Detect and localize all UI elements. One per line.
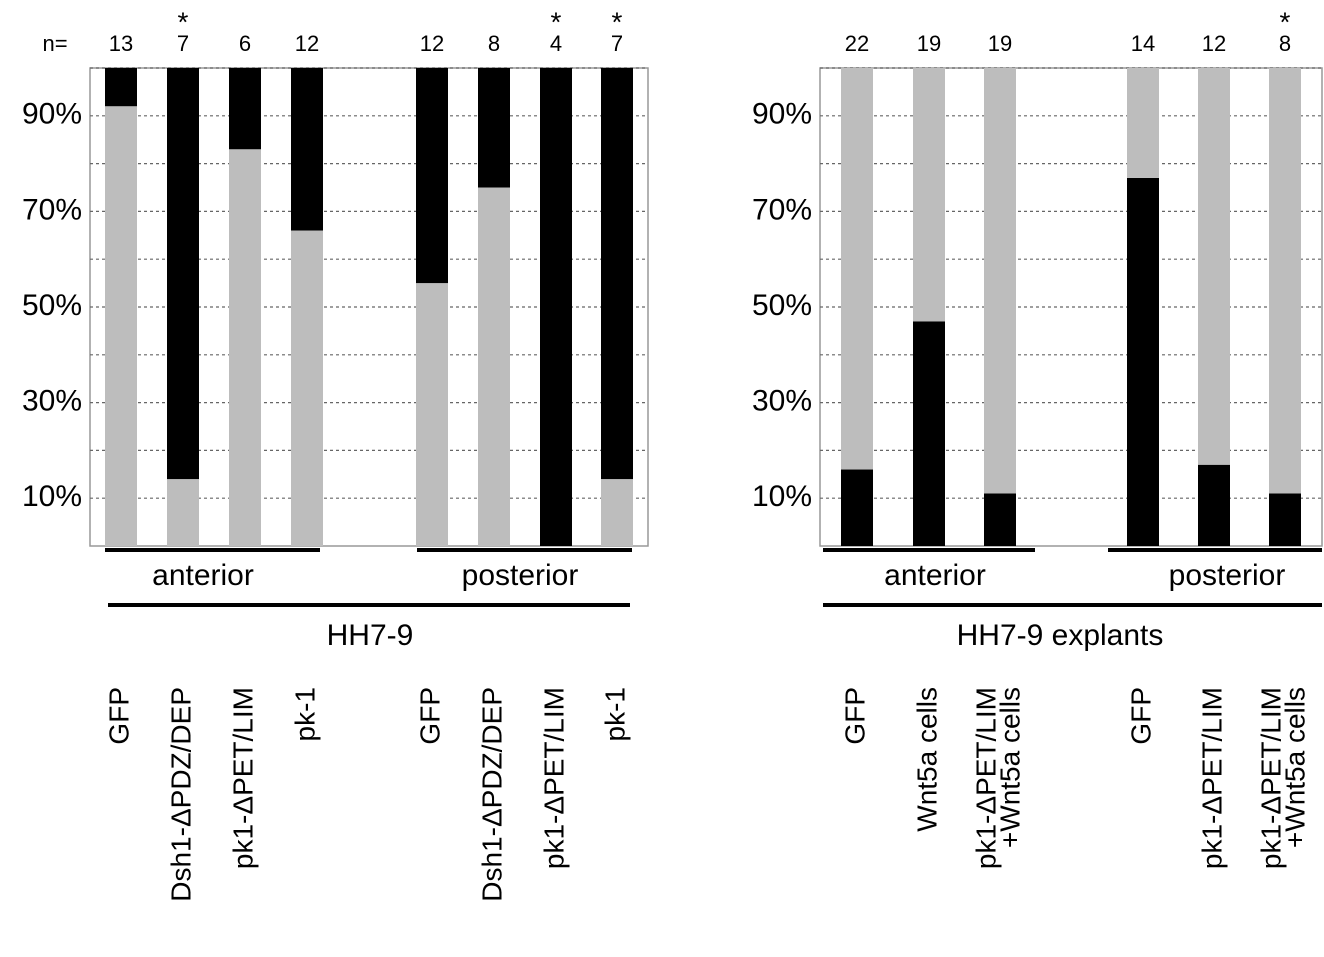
x-tick-label: GFP: [839, 687, 870, 745]
x-tick-label: GFP: [1125, 687, 1156, 745]
y-tick-label: 30%: [22, 385, 82, 418]
n-label: 7: [611, 31, 623, 56]
group-label: posterior: [462, 559, 579, 592]
x-tick-label: pk1-ΔPET/LIM: [538, 687, 569, 869]
significance-mark: *: [178, 6, 189, 37]
n-label: 13: [109, 31, 133, 56]
n-label: 22: [845, 31, 869, 56]
bar-segment: [105, 68, 137, 107]
bar-segment: [601, 479, 633, 546]
y-tick-label: 70%: [22, 193, 82, 226]
n-prefix: n=: [42, 31, 67, 56]
bar-segment: [540, 68, 572, 546]
x-tick-label: +Wnt5a cells: [1279, 687, 1310, 848]
x-tick-label: +Wnt5a cells: [994, 687, 1025, 848]
group-label: anterior: [884, 559, 986, 592]
bar-segment: [291, 230, 323, 546]
y-tick-label: 30%: [752, 385, 812, 418]
bar-segment: [984, 493, 1016, 546]
bar-segment: [416, 68, 448, 284]
y-tick-label: 90%: [752, 98, 812, 131]
x-tick-label: pk1-ΔPET/LIM: [1255, 687, 1286, 869]
n-label: 19: [917, 31, 941, 56]
bar-segment: [841, 469, 873, 546]
n-label: 7: [177, 31, 189, 56]
n-label: 12: [295, 31, 319, 56]
bar-segment: [291, 68, 323, 231]
n-label: 12: [1202, 31, 1226, 56]
x-tick-label: pk-1: [289, 687, 320, 741]
y-tick-label: 50%: [752, 289, 812, 322]
x-tick-label: Dsh1-ΔPDZ/DEP: [165, 687, 196, 902]
y-tick-label: 90%: [22, 98, 82, 131]
bar-segment: [841, 68, 873, 470]
bar-segment: [913, 68, 945, 322]
bar-segment: [167, 68, 199, 480]
bar-segment: [1198, 68, 1230, 465]
bar-segment: [1269, 493, 1301, 546]
x-tick-label: GFP: [414, 687, 445, 745]
n-label: 4: [550, 31, 562, 56]
bar-segment: [913, 321, 945, 546]
group-title: HH7-9 explants: [957, 619, 1164, 652]
x-tick-label: pk1-ΔPET/LIM: [227, 687, 258, 869]
significance-mark: *: [612, 6, 623, 37]
bar-segment: [1127, 177, 1159, 546]
bar-segment: [1269, 68, 1301, 494]
y-tick-label: 50%: [22, 289, 82, 322]
x-tick-label: Wnt5a cells: [911, 687, 942, 832]
bar-segment: [601, 68, 633, 480]
bar-segment: [167, 479, 199, 546]
group-label: posterior: [1169, 559, 1286, 592]
x-tick-label: pk-1: [599, 687, 630, 741]
n-label: 12: [420, 31, 444, 56]
y-tick-label: 70%: [752, 193, 812, 226]
bar-segment: [229, 149, 261, 546]
n-label: 8: [488, 31, 500, 56]
significance-mark: *: [551, 6, 562, 37]
group-title: HH7-9: [327, 619, 414, 652]
x-tick-label: pk1-ΔPET/LIM: [1196, 687, 1227, 869]
x-tick-label: pk1-ΔPET/LIM: [970, 687, 1001, 869]
bar-segment: [984, 68, 1016, 494]
bar-segment: [229, 68, 261, 150]
y-tick-label: 10%: [22, 480, 82, 513]
bar-segment: [105, 106, 137, 547]
n-label: 14: [1131, 31, 1155, 56]
n-label: 6: [239, 31, 251, 56]
significance-mark: *: [1280, 6, 1291, 37]
group-label: anterior: [152, 559, 254, 592]
bar-segment: [478, 68, 510, 188]
y-tick-label: 10%: [752, 480, 812, 513]
n-label: 8: [1279, 31, 1291, 56]
x-tick-label: Dsh1-ΔPDZ/DEP: [476, 687, 507, 902]
x-tick-label: GFP: [103, 687, 134, 745]
bar-segment: [478, 187, 510, 546]
n-label: 19: [988, 31, 1012, 56]
bar-segment: [1127, 68, 1159, 178]
bar-segment: [1198, 464, 1230, 546]
bar-segment: [416, 283, 448, 546]
